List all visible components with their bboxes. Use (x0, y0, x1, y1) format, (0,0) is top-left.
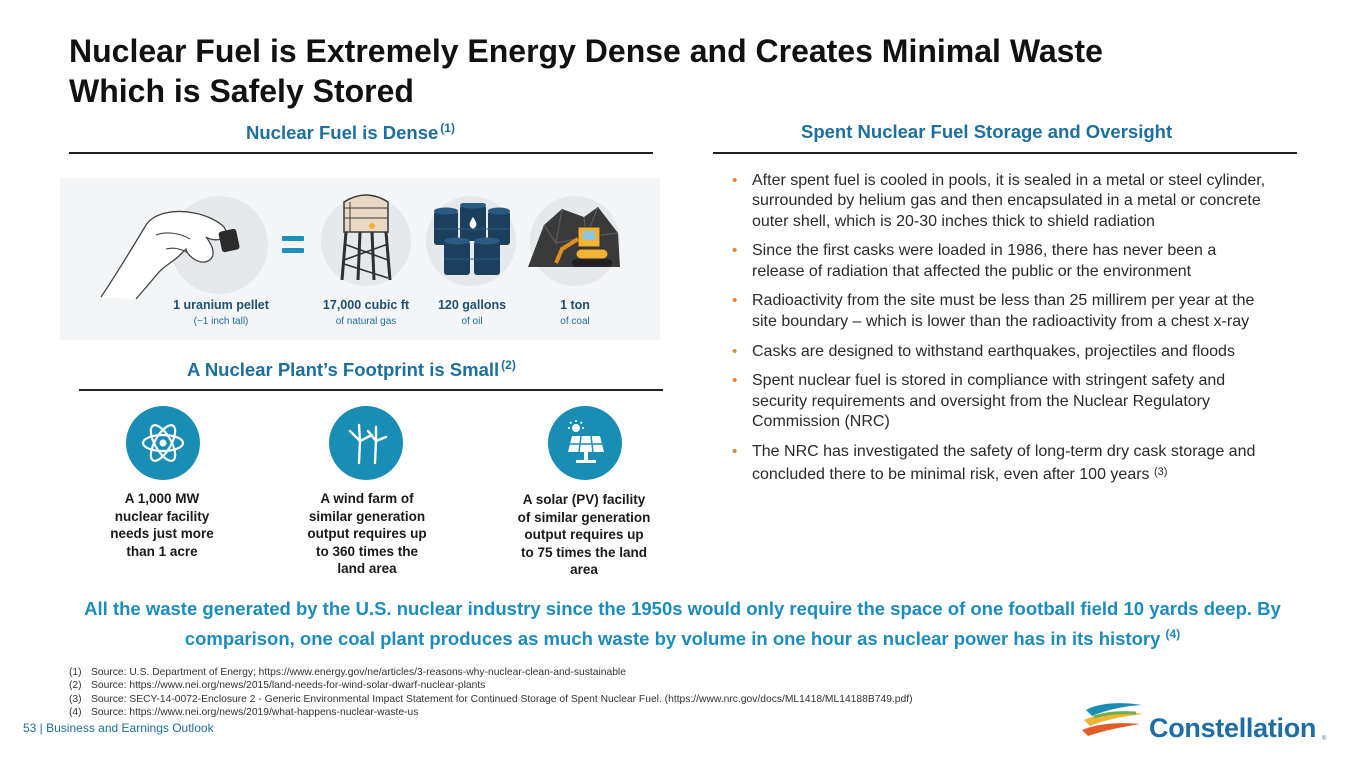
logo-swoosh-icon (1082, 703, 1144, 736)
footnote: (4) Source: https://www.nei.org/news/2019… (69, 706, 913, 719)
solar-line: of similar generation (517, 509, 651, 525)
footprint-solar-text: A solar (PV) facility of similar generat… (500, 491, 668, 579)
footprint-heading-text: A Nuclear Plant’s Footprint is Small (187, 359, 500, 380)
logo-registered-mark: ® (1322, 736, 1327, 742)
fuel-label-coal: 1 ton of coal (530, 298, 620, 327)
footnote-text: Source: SECY-14-0072-Enclosure 2 - Gener… (91, 693, 913, 705)
footnote-number: (3) (69, 693, 82, 705)
equals-icon (282, 236, 304, 254)
dense-rule (69, 152, 653, 154)
uranium-main: 1 uranium pellet (173, 298, 269, 312)
gas-tank-icon (340, 194, 392, 281)
list-item: Radioactivity from the site must be less… (732, 291, 1272, 332)
hand-pellet-icon (100, 210, 240, 300)
wind-line: land area (337, 561, 397, 576)
storage-bullet-list: After spent fuel is cooled in pools, it … (732, 171, 1272, 495)
fuel-label-gas: 17,000 cubic ft of natural gas (306, 298, 426, 327)
dense-heading-text: Nuclear Fuel is Dense (246, 122, 439, 143)
wind-line: similar generation (308, 508, 426, 524)
oil-barrels-icon (434, 203, 510, 275)
solar-line: to 75 times the land (520, 544, 648, 560)
dense-heading-ref: (1) (440, 121, 455, 135)
wind-line: output requires up (307, 526, 427, 541)
nuclear-line: than 1 acre (126, 543, 198, 559)
nuclear-line: A 1,000 MW (124, 491, 200, 506)
storage-heading: Spent Nuclear Fuel Storage and Oversight (801, 121, 1173, 142)
solar-line: output requires up (524, 527, 644, 542)
list-item: Since the first casks were loaded in 198… (732, 241, 1272, 282)
callout-ref: (4) (1165, 626, 1181, 641)
nuclear-line: nuclear facility (114, 508, 210, 524)
list-item-text: The NRC has investigated the safety of l… (752, 442, 1256, 484)
footprint-heading-ref: (2) (501, 358, 516, 372)
footnotes: (1) Source: U.S. Department of Energy; ht… (69, 666, 913, 719)
list-item: Spent nuclear fuel is stored in complian… (732, 371, 1272, 432)
coal-sub: of coal (560, 316, 590, 327)
footprint-wind-text: A wind farm of similar generation output… (293, 490, 441, 578)
list-item: Casks are designed to withstand earthqua… (732, 342, 1272, 363)
atom-icon (126, 406, 200, 480)
footnote: (1) Source: U.S. Department of Energy; ht… (69, 666, 913, 679)
oil-sub: of oil (461, 316, 483, 327)
constellation-logo: Constellation ® (1080, 700, 1330, 750)
footnote-number: (1) (69, 667, 82, 678)
footnote-text: Source: U.S. Department of Energy; https… (91, 667, 626, 678)
nuclear-line: needs just more (110, 526, 214, 541)
footnote-number: (2) (69, 680, 82, 692)
logo-wordmark: Constellation (1149, 713, 1317, 743)
callout-text: All the waste generated by the U.S. nucl… (84, 598, 1281, 649)
footprint-heading: A Nuclear Plant’s Footprint is Small (2) (187, 358, 516, 381)
wind-line: A wind farm of (320, 491, 414, 506)
oil-main: 120 gallons (437, 298, 507, 312)
footnote: (2) Source: https://www.nei.org/news/2015… (69, 679, 913, 692)
page-title-line2: Which is Safely Stored (69, 73, 414, 109)
dense-heading: Nuclear Fuel is Dense (1) (246, 121, 455, 144)
solar-line: A solar (PV) facility (522, 492, 646, 507)
coal-main: 1 ton (560, 298, 590, 312)
uranium-sub: (~1 inch tall) (193, 316, 249, 327)
list-item: After spent fuel is cooled in pools, it … (732, 171, 1272, 232)
fuel-label-oil: 120 gallons of oil (422, 298, 522, 327)
footnote: (3) Source: SECY-14-0072-Enclosure 2 - Ge… (69, 693, 913, 706)
waste-callout: All the waste generated by the U.S. nucl… (80, 597, 1285, 651)
footnote-number: (4) (69, 706, 82, 718)
footnote-text: Source: https://www.nei.org/news/2015/la… (91, 680, 486, 692)
page-title-line1: Nuclear Fuel is Extremely Energy Dense a… (69, 33, 1103, 69)
solar-line: area (570, 562, 598, 577)
fuel-label-uranium: 1 uranium pellet (~1 inch tall) (159, 298, 283, 327)
list-item: The NRC has investigated the safety of l… (732, 442, 1272, 486)
solar-panel-icon (548, 406, 622, 480)
page-title: Nuclear Fuel is Extremely Energy Dense a… (69, 31, 1269, 111)
coal-icon (528, 206, 620, 267)
wind-line: to 360 times the (315, 543, 419, 559)
footnote-text: Source: https://www.nei.org/news/2019/wh… (91, 706, 419, 718)
footprint-nuclear-text: A 1,000 MW nuclear facility needs just m… (96, 490, 228, 560)
footprint-rule (79, 389, 663, 391)
page-footer: 53 | Business and Earnings Outlook (23, 721, 214, 735)
wind-turbine-icon (329, 406, 403, 480)
list-item-ref: (3) (1154, 466, 1168, 479)
gas-sub: of natural gas (335, 316, 397, 327)
gas-main: 17,000 cubic ft (322, 298, 410, 312)
storage-rule (713, 152, 1297, 154)
